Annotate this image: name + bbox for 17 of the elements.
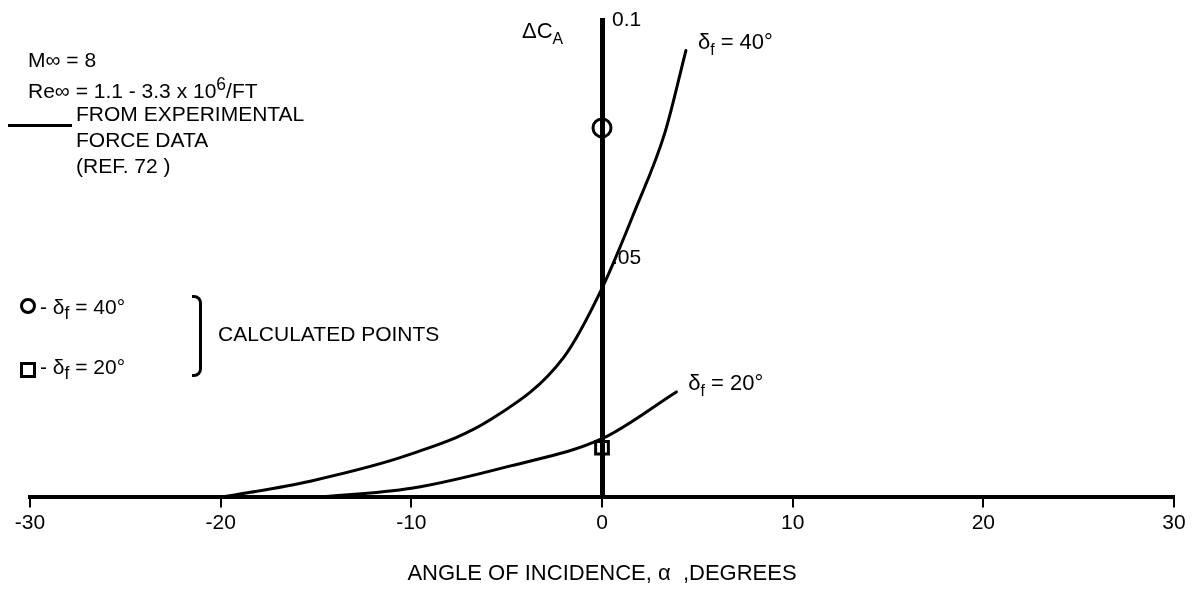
annotation: CALCULATED POINTS xyxy=(218,322,440,347)
x-tick-label: -20 xyxy=(205,509,236,533)
y-tick-label: 0.1 xyxy=(612,6,642,30)
x-tick-label: 30 xyxy=(1162,509,1186,533)
annotation: M∞ = 8 xyxy=(28,48,97,73)
x-tick-label: -30 xyxy=(14,509,46,533)
annotation: - δ$_{f}$ = 40° xyxy=(40,295,126,324)
annotation: - δ$_{f}$ = 20° xyxy=(40,355,126,384)
annotation: FROM EXPERIMENTAL xyxy=(76,102,305,127)
x-tick-label: 20 xyxy=(971,509,996,533)
annotation: Re∞ = 1.1 - 3.3 x 10$^{6}$/FT xyxy=(28,74,258,104)
annotation: (REF. 72 ) xyxy=(76,154,171,179)
x-tick-label: -10 xyxy=(396,509,427,533)
x-tick-label: 10 xyxy=(780,509,805,533)
x-tick-label: 0 xyxy=(596,509,608,533)
x-axis-title: ANGLE OF INCIDENCE, α ,DEGREES xyxy=(407,559,797,585)
annotation: FORCE DATA xyxy=(76,128,209,153)
